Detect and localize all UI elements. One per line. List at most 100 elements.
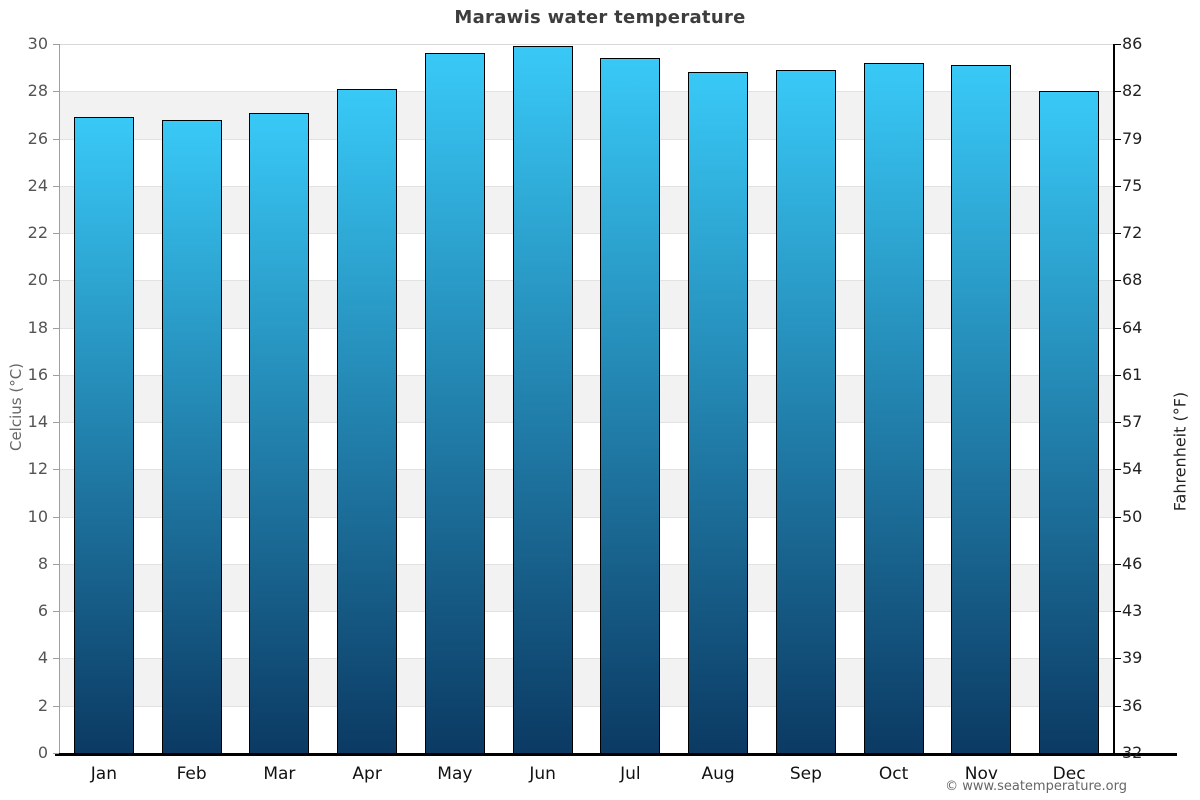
tick-mark-left xyxy=(53,44,59,45)
tick-mark-left xyxy=(53,658,59,660)
x-tick-label-jun: Jun xyxy=(529,764,556,784)
y-tick-label-fahrenheit: 46 xyxy=(1122,553,1143,573)
tick-mark-right xyxy=(1115,753,1121,754)
y-tick-label-fahrenheit: 54 xyxy=(1122,459,1143,479)
x-tick-label-sep: Sep xyxy=(789,764,822,784)
tick-mark-right xyxy=(1115,138,1121,140)
y-tick-label-celsius: 0 xyxy=(37,743,48,762)
y-axis-right-line xyxy=(1113,44,1115,753)
temp-bar-mar xyxy=(249,112,310,753)
shaded-band xyxy=(60,658,1113,706)
gridline xyxy=(60,280,1113,282)
y-tick-label-celsius: 2 xyxy=(37,695,48,715)
y-axis-left-line xyxy=(59,44,60,753)
tick-mark-right xyxy=(1115,422,1121,424)
x-tick-label-feb: Feb xyxy=(176,764,207,784)
tick-mark-left xyxy=(53,753,59,754)
tick-mark-right xyxy=(1115,280,1121,282)
temp-bar-dec xyxy=(1039,91,1100,753)
y-tick-label-celsius: 12 xyxy=(27,459,48,479)
gridline xyxy=(60,658,1113,660)
gridline xyxy=(60,422,1113,424)
gridline xyxy=(60,327,1113,329)
tick-mark-right xyxy=(1115,44,1121,45)
tick-mark-right xyxy=(1115,233,1121,235)
x-tick-label-jan: Jan xyxy=(90,764,117,784)
shaded-band xyxy=(60,280,1113,328)
gridline xyxy=(60,469,1113,471)
tick-mark-right xyxy=(1115,327,1121,329)
y-tick-label-fahrenheit: 86 xyxy=(1122,34,1143,53)
tick-mark-left xyxy=(53,516,59,518)
x-tick-label-aug: Aug xyxy=(701,764,735,784)
y-tick-label-celsius: 24 xyxy=(27,175,48,195)
y-tick-label-celsius: 8 xyxy=(37,553,48,573)
y-tick-label-celsius: 14 xyxy=(27,412,48,432)
x-tick-label-nov: Nov xyxy=(964,764,998,784)
plot-area xyxy=(60,44,1113,753)
y-tick-label-fahrenheit: 36 xyxy=(1122,695,1143,715)
gridline xyxy=(60,233,1113,235)
tick-mark-right xyxy=(1115,516,1121,518)
gridline xyxy=(60,91,1113,93)
shaded-band xyxy=(60,563,1113,612)
y-tick-label-fahrenheit: 79 xyxy=(1122,128,1143,148)
x-tick-label-dec: Dec xyxy=(1052,764,1086,784)
tick-mark-left xyxy=(53,185,59,187)
tick-mark-left xyxy=(53,280,59,282)
y-tick-label-fahrenheit: 57 xyxy=(1122,412,1143,432)
y-tick-label-celsius: 20 xyxy=(27,270,48,290)
gridline xyxy=(60,138,1113,140)
tick-mark-right xyxy=(1115,185,1121,187)
x-axis-baseline xyxy=(55,753,1177,756)
x-tick-label-mar: Mar xyxy=(263,764,296,784)
temp-bar-feb xyxy=(161,119,222,753)
tick-mark-right xyxy=(1115,91,1121,93)
temp-bar-jun xyxy=(512,46,573,753)
y-tick-label-celsius: 30 xyxy=(27,34,48,53)
shaded-band xyxy=(60,469,1113,517)
y-tick-label-fahrenheit: 72 xyxy=(1122,223,1143,243)
gridline xyxy=(60,563,1113,565)
chart-title: Marawis water temperature xyxy=(454,7,746,28)
y-axis-title-celsius: Celcius (°C) xyxy=(7,362,25,452)
y-tick-label-celsius: 28 xyxy=(27,81,48,101)
gridline xyxy=(60,374,1113,376)
shaded-band xyxy=(60,91,1113,139)
y-tick-label-celsius: 16 xyxy=(27,364,48,384)
tick-mark-right xyxy=(1115,658,1121,660)
y-tick-label-celsius: 18 xyxy=(27,317,48,337)
temp-bar-jul xyxy=(600,58,661,753)
tick-mark-right xyxy=(1115,469,1121,471)
x-tick-label-oct: Oct xyxy=(878,764,909,784)
y-tick-label-celsius: 26 xyxy=(27,128,48,148)
tick-mark-left xyxy=(53,611,59,613)
tick-mark-left xyxy=(53,705,59,707)
gridline xyxy=(60,611,1113,613)
tick-mark-left xyxy=(53,91,59,93)
y-tick-label-fahrenheit: 43 xyxy=(1122,601,1143,621)
temp-bar-may xyxy=(424,53,485,753)
tick-mark-left xyxy=(53,422,59,424)
temp-bar-aug xyxy=(688,72,749,753)
tick-mark-right xyxy=(1115,563,1121,565)
y-tick-label-fahrenheit: 64 xyxy=(1122,317,1143,337)
y-tick-label-celsius: 10 xyxy=(27,506,48,526)
y-tick-label-fahrenheit: 75 xyxy=(1122,175,1143,195)
tick-mark-left xyxy=(53,138,59,140)
y-tick-label-fahrenheit: 82 xyxy=(1122,81,1143,101)
y-tick-label-celsius: 4 xyxy=(37,648,48,668)
y-tick-label-fahrenheit: 32 xyxy=(1122,743,1143,762)
shaded-band xyxy=(60,185,1113,234)
y-tick-label-celsius: 6 xyxy=(37,601,48,621)
y-tick-label-fahrenheit: 68 xyxy=(1122,270,1143,290)
tick-mark-left xyxy=(53,563,59,565)
x-tick-label-may: May xyxy=(437,764,473,784)
tick-mark-right xyxy=(1115,374,1121,376)
temp-bar-sep xyxy=(775,70,836,753)
gridline xyxy=(60,705,1113,707)
y-tick-label-fahrenheit: 61 xyxy=(1122,364,1143,384)
x-tick-label-apr: Apr xyxy=(352,764,382,784)
temp-bar-nov xyxy=(951,65,1012,753)
